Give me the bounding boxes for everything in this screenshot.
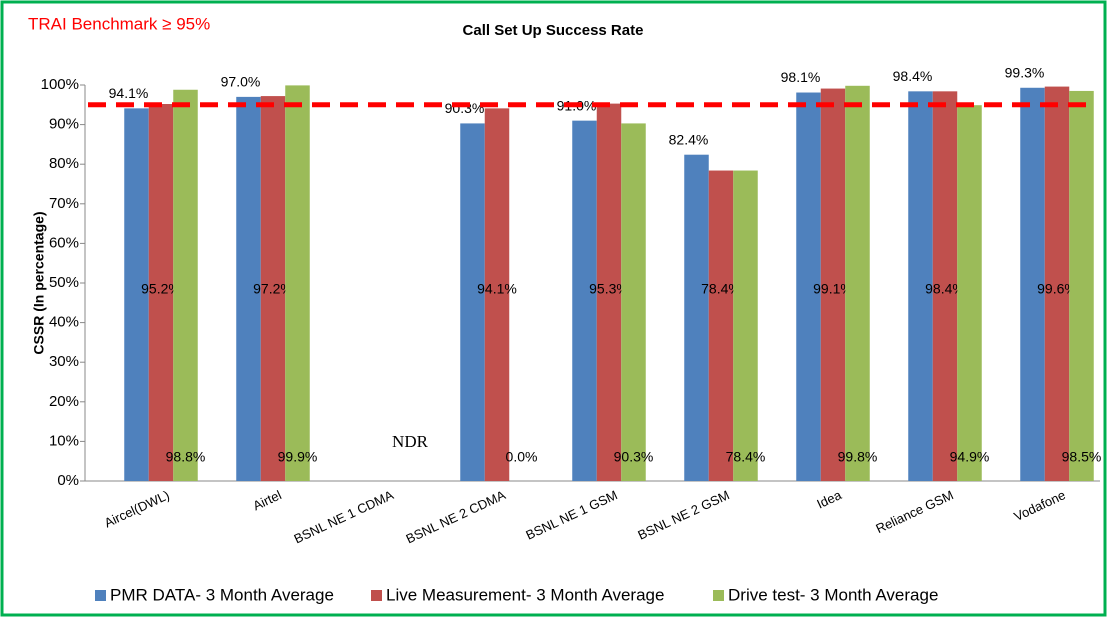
data-label: 98.5% [1062,449,1102,465]
legend-label: Drive test- 3 Month Average [728,585,938,604]
data-label: 82.4% [669,131,709,147]
legend-label: Live Measurement- 3 Month Average [386,585,664,604]
y-tick-label: 0% [57,472,79,489]
bar [733,170,758,481]
bar [796,92,821,482]
legend-swatch [713,590,724,601]
data-label: 99.6% [1037,281,1077,297]
data-label: 94.9% [950,449,990,465]
data-label: 0.0% [506,449,538,465]
y-axis-label: CSSR (In percentage) [31,211,47,354]
bar [124,108,149,481]
data-label: 99.3% [1005,64,1045,80]
y-tick-label: 70% [49,195,79,212]
data-label: 98.8% [166,449,206,465]
y-tick-label: 50% [49,274,79,291]
bar [572,120,597,481]
y-tick-label: 60% [49,234,79,251]
bar [285,85,310,481]
bar [148,104,174,482]
data-label: 99.1% [813,281,853,297]
bar [845,85,870,482]
y-tick-label: 40% [49,314,79,331]
data-label: 90.3% [614,449,654,465]
data-label: 94.1% [477,281,517,297]
data-label: 97.0% [221,74,261,90]
y-tick-label: 30% [49,353,79,370]
bar [236,96,261,481]
bar [596,103,622,481]
y-tick-label: 90% [49,116,79,133]
y-tick-label: 80% [49,155,79,172]
data-label: 98.4% [893,68,933,84]
data-label: 95.3% [589,281,629,297]
bar [932,91,958,481]
bar [260,96,286,481]
benchmark-label: TRAI Benchmark ≥ 95% [28,14,210,33]
bar [484,108,510,481]
data-label: 97.2% [253,281,293,297]
y-tick-label: 20% [49,393,79,410]
chart-title: Call Set Up Success Rate [463,22,644,39]
bar [708,170,734,481]
bar [684,154,709,482]
data-label: 95.2% [141,281,181,297]
annotation: NDR [392,432,429,451]
legend-swatch [95,590,106,601]
bar [957,105,982,482]
bar [621,123,646,482]
bar [460,123,485,482]
legend-swatch [371,590,382,601]
bar [820,88,846,482]
y-tick-label: 100% [41,76,79,93]
legend-label: PMR DATA- 3 Month Average [110,585,334,604]
data-label: 98.4% [925,281,965,297]
bar [173,89,198,481]
bar [1069,90,1094,481]
data-label: 99.9% [278,449,318,465]
data-label: 78.4% [726,449,766,465]
bar [908,91,933,481]
data-label: 78.4% [701,281,741,297]
bar [1044,86,1070,482]
data-label: 94.1% [109,85,149,101]
data-label: 99.8% [838,449,878,465]
data-label: 98.1% [781,69,821,85]
bar [1020,87,1045,481]
y-tick-label: 10% [49,432,79,449]
